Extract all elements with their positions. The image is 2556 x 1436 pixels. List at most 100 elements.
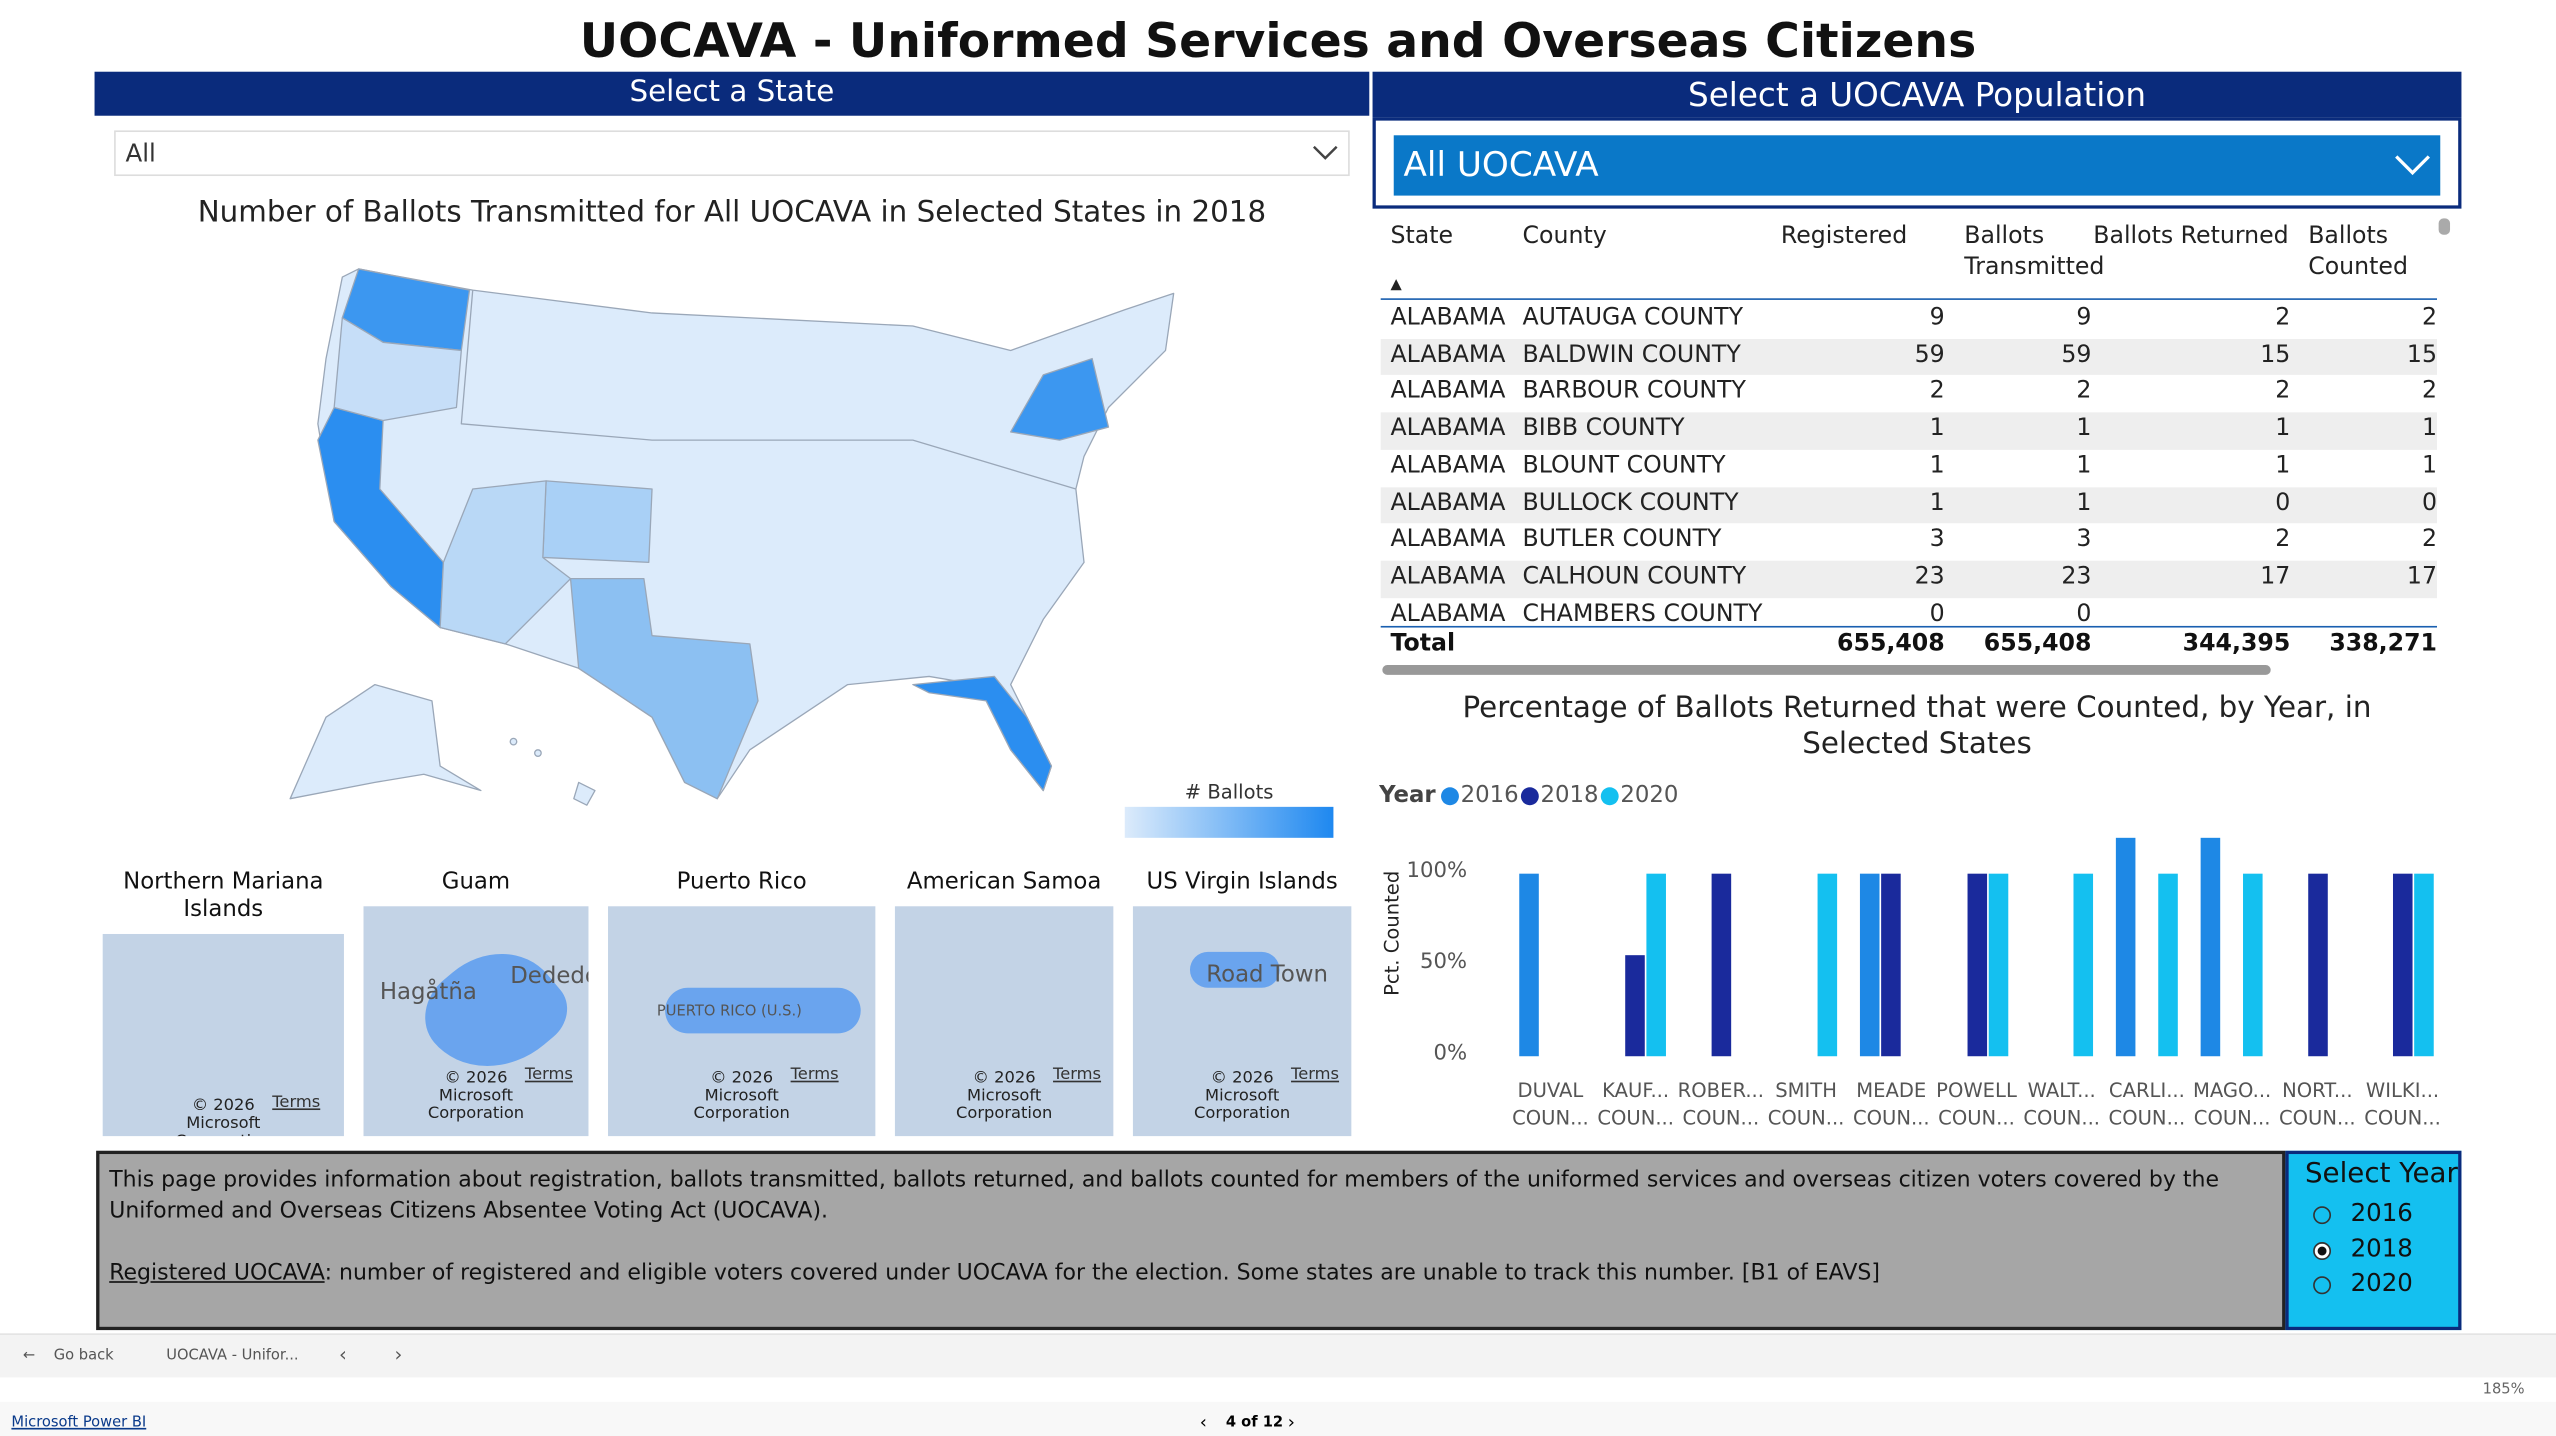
copyright: © 2026 Microsoft Corporation [427, 1069, 525, 1124]
island [665, 987, 861, 1034]
x-tick-label: MEADE COUN... [1852, 1079, 1930, 1130]
territory-name: Puerto Rico [676, 868, 807, 895]
chevron [1312, 145, 1338, 160]
legend-label: 2016 [1460, 782, 1519, 809]
total-cell: 655,408 [1983, 630, 2092, 657]
prev-arrow[interactable]: ‹ [339, 1343, 347, 1366]
population-box [1372, 117, 2462, 209]
column-header: Registered [1780, 223, 1908, 250]
radio[interactable] [2313, 1206, 2332, 1225]
table-cell: CALHOUN COUNTY [1522, 563, 1747, 590]
legend-gradient [1124, 806, 1334, 838]
radio[interactable] [2313, 1241, 2332, 1260]
dropdown-value: All UOCAVA [1403, 145, 1599, 185]
population-header: Select a UOCAVA Population [1372, 71, 2462, 118]
slicer-title: Select Year [2304, 1157, 2458, 1190]
prev-page[interactable]: ‹ [1199, 1411, 1207, 1433]
column-header: State [1390, 223, 1454, 250]
table-cell: ALABAMA [1390, 304, 1506, 331]
row-band [1380, 560, 2437, 598]
scrollbar [1382, 665, 2271, 675]
bar [1966, 873, 1987, 1057]
island [1189, 951, 1280, 988]
terms-link[interactable]: Terms [272, 1093, 321, 1112]
copyright: © 2026 Microsoft Corporation [1193, 1069, 1291, 1124]
table-cell: 2 [2275, 526, 2291, 553]
territory-map[interactable]: Hagåtña Dededo © 2026 Microsoft Corporatio… [363, 906, 589, 1137]
population-dropdown[interactable]: All UOCAVA [1393, 135, 2441, 196]
status-bar: Microsoft Power BI ‹ 4 of 12 › 185% [0, 1382, 2556, 1436]
next-arrow[interactable]: › [394, 1343, 403, 1366]
x-tick-label: WILKI... COUN... [2364, 1079, 2441, 1130]
table-cell: 1 [2275, 452, 2291, 479]
row-band [1380, 338, 2437, 376]
table-cell: BIBB COUNTY [1522, 415, 1685, 442]
zoom: 185% [2482, 1382, 2525, 1399]
bar [2158, 873, 2178, 1057]
column-header: County [1522, 223, 1607, 250]
table-cell: 23 [1914, 563, 1945, 590]
table-cell: 0 [2275, 489, 2291, 516]
x-tick-label: NORT... COUN... [2278, 1079, 2356, 1130]
table-cell: ALABAMA [1390, 526, 1506, 553]
table-cell: 1 [2275, 415, 2291, 442]
bar [2307, 873, 2328, 1057]
legend-title: Year [1379, 782, 1436, 809]
terms-link[interactable]: Terms [790, 1066, 839, 1084]
brand-link[interactable]: Microsoft Power BI [11, 1414, 147, 1432]
bar [2201, 837, 2221, 1057]
table-cell: ALABAMA [1390, 452, 1506, 479]
column-header: Ballots Transmitted [1964, 223, 2105, 281]
go-back[interactable]: Go back [53, 1348, 114, 1365]
place-label: Hagåtña [379, 979, 477, 1006]
table-cell: 9 [2076, 304, 2092, 331]
x-tick-label: SMITH COUN... [1767, 1079, 1845, 1130]
description-paragraph: Registered UOCAVA: number of registered … [109, 1258, 2272, 1289]
terms-link[interactable]: Terms [1053, 1066, 1102, 1084]
page-nav: ← Go back UOCAVA - Unifor... ‹ › [0, 1333, 2556, 1378]
territory-name: Northern Mariana Islands [123, 868, 324, 923]
x-tick-label: KAUF... COUN... [1597, 1079, 1674, 1130]
total-cell: 338,271 [2329, 630, 2437, 657]
bar [1860, 873, 1880, 1057]
radio[interactable] [2313, 1276, 2332, 1295]
description-paragraph: This page provides information about reg… [109, 1167, 2220, 1225]
bar [2115, 837, 2136, 1057]
next-page[interactable]: › [1287, 1411, 1295, 1433]
copyright: © 2026 Microsoft Corporation [693, 1069, 790, 1124]
state-dropdown[interactable]: All [114, 130, 1350, 177]
terms-link[interactable]: Terms [1291, 1066, 1340, 1084]
table-cell: 15 [2260, 341, 2291, 368]
bar [1987, 873, 2008, 1057]
state-header: Select a State [94, 71, 1370, 116]
table-cell: 0 [2421, 489, 2437, 516]
table-cell: 1 [1929, 415, 1945, 442]
y-tick [1470, 874, 1472, 876]
column-header: Ballots Returned [2093, 223, 2289, 250]
y-tick-label: 0% [1433, 1041, 1468, 1067]
table-cell: ALABAMA [1390, 378, 1506, 405]
territory-map[interactable]: Road Town © 2026 Microsoft Corporation Ter… [1132, 906, 1352, 1137]
total-cell: 655,408 [1837, 630, 1945, 657]
bar [2413, 873, 2434, 1057]
x-tick-label: WALT... COUN... [2023, 1079, 2101, 1130]
chevron [2395, 155, 2431, 176]
table-cell: 59 [2061, 341, 2092, 368]
x-tick-label: DUVAL COUN... [1512, 1079, 1589, 1130]
territory-map[interactable]: PUERTO RICO (U.S.) © 2026 Microsoft Corpo… [608, 906, 876, 1137]
table-cell: BUTLER COUNTY [1522, 526, 1722, 553]
table-cell: 2 [1929, 378, 1945, 405]
description: This page provides information about reg… [96, 1150, 2286, 1331]
radio-label: 2016 [2350, 1198, 2413, 1228]
legend-marker [1441, 787, 1459, 806]
table-cell: ALABAMA [1390, 600, 1506, 627]
legend-title: # Ballots [1184, 780, 1274, 804]
page-tab[interactable]: UOCAVA - Unifor... [166, 1348, 299, 1365]
terms-link[interactable]: Terms [524, 1066, 573, 1084]
legend-label: 2020 [1620, 782, 1679, 809]
us-map[interactable] [261, 253, 1206, 824]
table-cell: 1 [2076, 452, 2092, 479]
